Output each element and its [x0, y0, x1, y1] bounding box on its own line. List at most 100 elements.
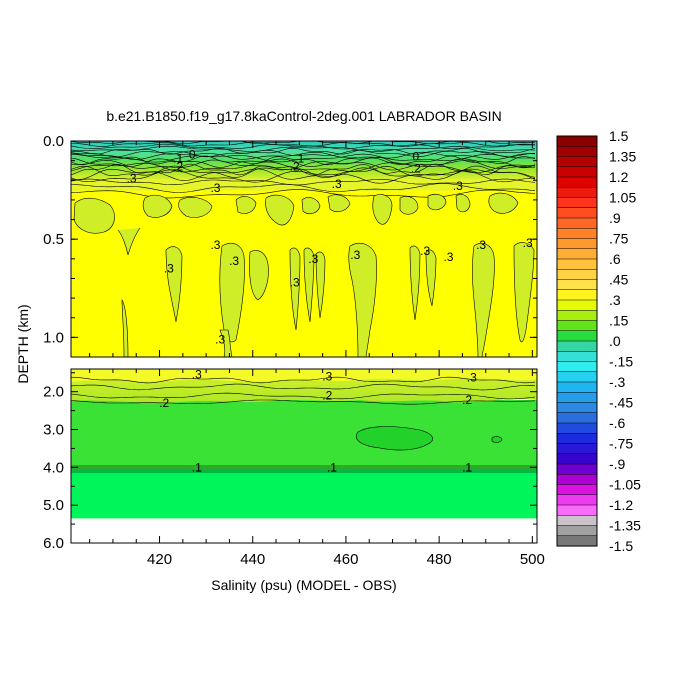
- upper-contour-label: .3: [210, 238, 220, 252]
- x-axis-label: Salinity (psu) (MODEL - OBS): [211, 577, 396, 593]
- upper-contour-label: .3: [229, 254, 239, 268]
- lower-contour-label: .1: [192, 460, 202, 474]
- upper-contour-label: .1: [294, 152, 304, 166]
- colorbar-swatch: [556, 433, 598, 445]
- upper-plot-frame: [70, 140, 538, 358]
- colorbar-label: -.3: [609, 374, 626, 390]
- upper-contour-line: [71, 167, 536, 181]
- upper-contour-line: [71, 145, 536, 152]
- upper-contour-line: [71, 155, 536, 166]
- colorbar-label: .0: [609, 333, 621, 349]
- colorbar-swatch: [556, 197, 598, 209]
- colorbar-swatch: [556, 422, 598, 434]
- lower-top-strip: [71, 369, 537, 382]
- colorbar-swatch: [556, 351, 598, 363]
- lower-no-data-region: [71, 518, 537, 543]
- upper-contour-label: .3: [523, 236, 533, 250]
- upper-contour-line: [71, 141, 536, 147]
- colorbar-swatch: [556, 474, 598, 486]
- upper-contour-label: .3: [290, 275, 300, 289]
- upper-contour-line: [71, 143, 536, 150]
- upper-contour-label: .3: [127, 171, 137, 185]
- colorbar-swatch: [556, 135, 598, 147]
- upper-blobs: [73, 192, 535, 357]
- upper-contour-label: .3: [420, 244, 430, 258]
- colorbar-label: -1.05: [609, 477, 641, 493]
- colorbar-swatch: [556, 279, 598, 291]
- colorbar-label: .45: [609, 272, 629, 288]
- upper-contour-label: .3: [453, 179, 463, 193]
- lower-blob-large: [356, 426, 433, 451]
- upper-panel: .3.3.3.3.2.2.2.1.10 0.3.3.3.3.3.3.3.3.3.3…: [71, 141, 537, 357]
- upper-contour-labels: .3.3.3.3.2.2.2.1.10 0.3.3.3.3.3.3.3.3.3.3…: [127, 148, 533, 347]
- colorbar-swatch: [556, 187, 598, 199]
- colorbar-swatch: [556, 269, 598, 281]
- x-tick-label: 420: [147, 551, 172, 568]
- upper-contour-label: .3: [210, 181, 220, 195]
- colorbar-swatch: [556, 289, 598, 301]
- colorbar-swatch: [556, 412, 598, 424]
- upper-contour-label: .3: [443, 250, 453, 264]
- lower-contour-line: [71, 392, 536, 400]
- colorbar-label: 1.05: [609, 190, 636, 206]
- upper-contour-label: .3: [332, 177, 342, 191]
- upper-contour-label: .2: [290, 160, 300, 174]
- lower-contour-labels: .3 .3 .3 .2 .2 .2 .1 .1 .1: [159, 369, 477, 474]
- colorbar-label: -1.5: [609, 538, 633, 554]
- colorbar-swatch: [556, 248, 598, 260]
- lower-contour-label: .2: [462, 393, 472, 407]
- y-tick-label: 3.0: [43, 422, 64, 439]
- lower-deep-field: [71, 470, 537, 520]
- upper-contour-line: [71, 147, 536, 155]
- chart-title: b.e21.B1850.f19_g17.8kaControl-2deg.001 …: [106, 108, 501, 124]
- lower-blob-small: [491, 436, 503, 443]
- colorbar-label: 1.35: [609, 149, 636, 165]
- colorbar-swatch: [556, 361, 598, 373]
- colorbar-swatch: [556, 515, 598, 527]
- upper-contour-line: [71, 159, 536, 171]
- upper-contour-label: .3: [215, 332, 225, 346]
- colorbar-swatch: [556, 146, 598, 158]
- colorbar-label: -.15: [609, 354, 633, 370]
- colorbar-label: 1.2: [609, 169, 629, 185]
- colorbar-swatch: [556, 453, 598, 465]
- y-tick-label: 0.5: [43, 231, 64, 248]
- colorbar-swatch: [556, 463, 598, 475]
- upper-transition-band: [71, 179, 537, 192]
- upper-contour-lines: [71, 141, 536, 199]
- upper-contour-label: .2: [411, 161, 421, 175]
- colorbar-swatch: [556, 156, 598, 168]
- lower-contour-label: .1: [327, 460, 337, 474]
- colorbar-swatch: [556, 504, 598, 516]
- y-axis-label: DEPTH (km): [15, 304, 31, 383]
- y-tick-label: 6.0: [43, 535, 64, 552]
- colorbar-label: .3: [609, 292, 621, 308]
- y-tick-label: 1.0: [43, 329, 64, 346]
- colorbar-frame: [556, 135, 598, 547]
- x-tick-label: 440: [240, 551, 265, 568]
- x-tick-label: 500: [520, 551, 545, 568]
- lower-panel: .3 .3 .3 .2 .2 .2 .1 .1 .1: [71, 369, 537, 543]
- colorbar-swatch: [556, 320, 598, 332]
- colorbar-label: -.9: [609, 456, 626, 472]
- x-tick-label: 480: [427, 551, 452, 568]
- lower-contour-label: .2: [159, 396, 169, 410]
- colorbar-label: .75: [609, 231, 629, 247]
- y-tick-label: 0.0: [43, 133, 64, 150]
- lower-contour-label: .2: [322, 388, 332, 402]
- upper-contour-label: .1: [173, 152, 183, 166]
- colorbar-swatch: [556, 392, 598, 404]
- y-tick-label: 5.0: [43, 497, 64, 514]
- colorbar-swatch: [556, 228, 598, 240]
- upper-contour-line: [71, 178, 536, 186]
- upper-contour-line: [71, 151, 536, 160]
- colorbar-swatch: [556, 310, 598, 322]
- upper-contour-label: .3: [164, 262, 174, 276]
- colorbar-swatch: [556, 484, 598, 496]
- colorbar-label: -.75: [609, 436, 633, 452]
- colorbar-swatch: [556, 166, 598, 178]
- colorbar-label: .9: [609, 210, 621, 226]
- upper-contour-label: .3: [350, 248, 360, 262]
- lower-contour-line: [71, 399, 536, 405]
